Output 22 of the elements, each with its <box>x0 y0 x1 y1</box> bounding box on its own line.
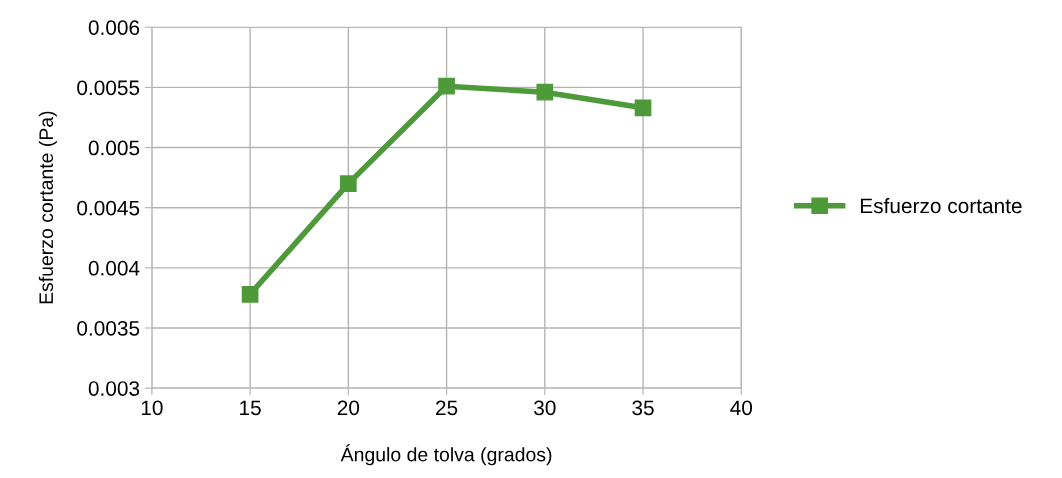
point <box>340 175 357 192</box>
y-tick-label: 0.003 <box>88 381 140 396</box>
x-tick-label: 10 <box>141 400 163 416</box>
y-tick-label: 0.004 <box>88 260 140 276</box>
legend-label: Esfuerzo cortante <box>860 198 1022 214</box>
x-axis-title: Ángulo de tolva (grados) <box>340 444 552 466</box>
x-tick-label: 25 <box>436 400 458 416</box>
x-tick-label: 30 <box>534 400 556 416</box>
y-tick-label: 0.0045 <box>77 200 140 216</box>
point <box>438 77 455 95</box>
point <box>634 99 652 117</box>
y-tick-label: 0.006 <box>88 20 140 35</box>
y-axis-title: Esfuerzo cortante (Pa) <box>38 111 57 304</box>
x-tick-label: 40 <box>730 400 753 416</box>
x-tick-label: 20 <box>337 400 360 416</box>
point <box>536 83 554 101</box>
y-tick-label: 0.0055 <box>77 80 140 96</box>
y-tick-label: 0.0035 <box>77 320 140 336</box>
x-tick-label: 35 <box>632 400 654 416</box>
x-tick-label: 15 <box>240 400 261 416</box>
point <box>241 285 259 303</box>
y-tick-label: 0.005 <box>88 140 140 156</box>
